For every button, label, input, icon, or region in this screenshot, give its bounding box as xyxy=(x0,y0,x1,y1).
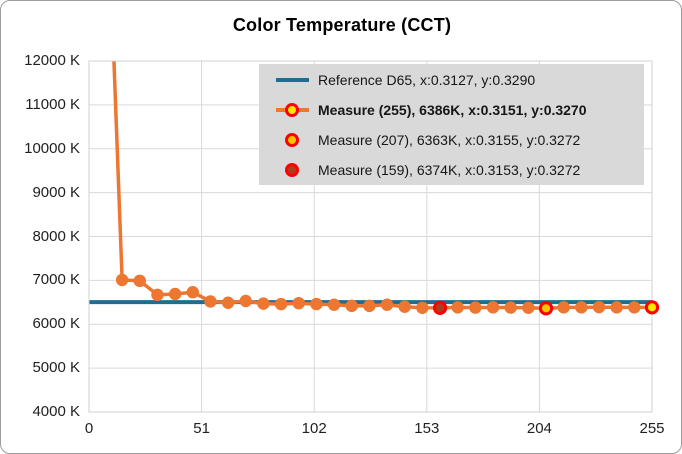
highlight-point-marker[interactable] xyxy=(432,300,448,315)
highlight-point-marker[interactable] xyxy=(644,300,660,315)
y-tick-label: 4000 K xyxy=(32,403,80,420)
data-point-marker[interactable] xyxy=(416,301,429,314)
legend-marker-icon xyxy=(285,162,299,177)
legend-marker-swatch xyxy=(276,132,309,147)
legend-item-label: Measure (159), 6374K, x:0.3153, y:0.3272 xyxy=(318,161,581,178)
legend-item-label: Measure (207), 6363K, x:0.3155, y:0.3272 xyxy=(318,131,581,148)
y-tick-label: 10000 K xyxy=(24,139,80,157)
data-point-marker[interactable] xyxy=(557,301,570,314)
legend-line-icon xyxy=(276,77,309,82)
legend-item[interactable]: Measure (255), 6386K, x:0.3151, y:0.3270 xyxy=(259,95,644,125)
legend-line-swatch xyxy=(276,72,309,87)
legend-marker-icon xyxy=(285,132,299,147)
legend-item-label: Measure (255), 6386K, x:0.3151, y:0.3270 xyxy=(318,101,587,118)
y-tick-label: 11000 K xyxy=(25,95,80,113)
data-point-marker[interactable] xyxy=(398,300,411,313)
data-point-marker[interactable] xyxy=(451,301,464,314)
data-point-marker[interactable] xyxy=(204,295,217,308)
data-point-marker[interactable] xyxy=(168,287,182,301)
x-tick-label: 51 xyxy=(193,420,210,437)
legend-item[interactable]: Reference D65, x:0.3127, y:0.3290 xyxy=(259,65,644,95)
data-point-marker[interactable] xyxy=(239,294,252,308)
highlight-point-marker[interactable] xyxy=(538,301,554,316)
x-tick-label: 255 xyxy=(639,420,665,437)
x-tick-label: 0 xyxy=(84,420,94,437)
data-point-marker[interactable] xyxy=(363,299,376,313)
x-tick-label: 153 xyxy=(414,420,440,437)
data-point-marker[interactable] xyxy=(380,298,394,311)
data-point-marker[interactable] xyxy=(592,300,606,314)
data-point-marker[interactable] xyxy=(292,296,305,310)
legend-marker-icon xyxy=(285,102,299,117)
data-point-marker[interactable] xyxy=(575,301,588,314)
data-point-marker[interactable] xyxy=(486,301,500,314)
data-point-marker[interactable] xyxy=(610,301,623,314)
legend-item-label: Reference D65, x:0.3127, y:0.3290 xyxy=(318,71,536,88)
y-tick-label: 8000 K xyxy=(32,227,80,245)
legend: Reference D65, x:0.3127, y:0.3290 Measure… xyxy=(259,64,644,185)
x-tick-label: 102 xyxy=(301,420,327,437)
data-point-marker[interactable] xyxy=(274,297,288,311)
y-tick-label: 12000 K xyxy=(24,52,80,69)
legend-item[interactable]: Measure (207), 6363K, x:0.3155, y:0.3272 xyxy=(259,125,644,155)
data-point-marker[interactable] xyxy=(345,299,358,313)
x-tick-label: 204 xyxy=(526,420,552,437)
y-tick-label: 5000 K xyxy=(32,359,80,377)
data-point-marker[interactable] xyxy=(469,301,482,314)
y-tick-label: 6000 K xyxy=(32,315,80,333)
data-point-marker[interactable] xyxy=(186,286,199,299)
y-tick-label: 9000 K xyxy=(32,183,80,201)
data-point-marker[interactable] xyxy=(257,297,270,310)
data-point-marker[interactable] xyxy=(504,301,517,314)
plot-border xyxy=(88,60,653,413)
data-point-marker[interactable] xyxy=(327,298,341,311)
data-point-marker[interactable] xyxy=(522,301,535,314)
data-point-marker[interactable] xyxy=(310,297,323,311)
y-tick-label: 7000 K xyxy=(32,271,80,289)
data-point-marker[interactable] xyxy=(133,274,146,288)
chart-title: Color Temperature (CCT) xyxy=(232,15,452,35)
data-point-marker[interactable] xyxy=(628,301,641,314)
data-point-marker[interactable] xyxy=(221,296,235,309)
data-point-marker[interactable] xyxy=(115,273,129,287)
legend-item[interactable]: Measure (159), 6374K, x:0.3153, y:0.3272 xyxy=(259,155,644,185)
data-point-marker[interactable] xyxy=(151,288,164,302)
legend-marker-swatch xyxy=(276,162,309,177)
legend-marker-swatch xyxy=(276,102,309,117)
